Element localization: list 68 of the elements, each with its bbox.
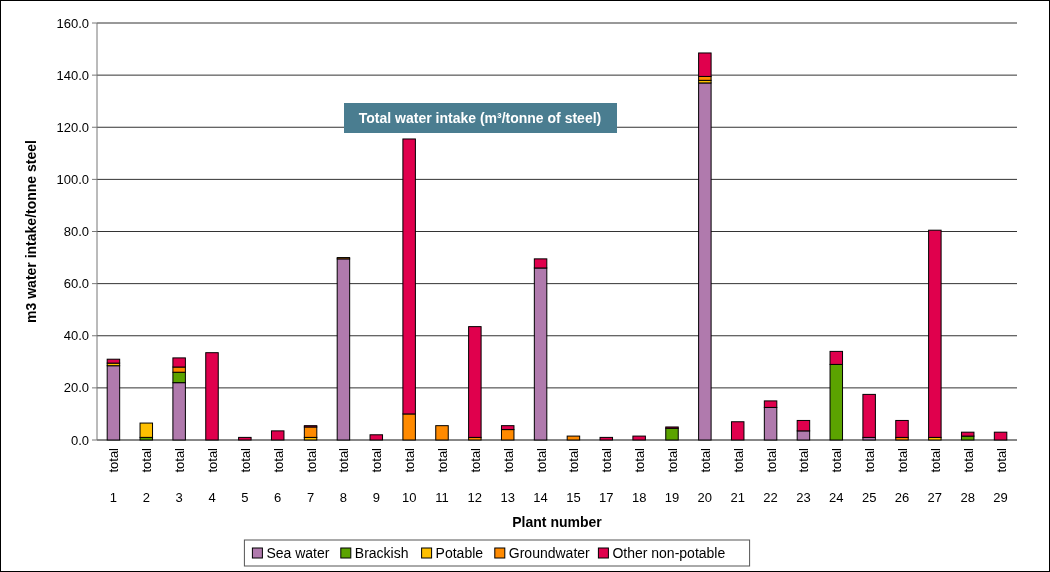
category-label: total 10 <box>401 448 418 505</box>
category-label: total 4 <box>205 448 220 505</box>
bar <box>730 421 745 441</box>
bar <box>205 352 219 441</box>
category-label: total 7 <box>303 448 319 505</box>
bar <box>106 358 121 364</box>
category-label: total 18 <box>631 448 648 505</box>
category-label: total 11 <box>435 448 450 505</box>
category-label: total 27 <box>927 448 943 505</box>
bar <box>960 431 975 437</box>
bar <box>500 429 515 441</box>
category-label: total 28 <box>960 448 976 505</box>
y-tick-label: 60.0 <box>63 276 89 292</box>
category-label: total 29 <box>993 448 1009 505</box>
y-tick-label: 140.0 <box>56 67 89 83</box>
y-tick-label: 80.0 <box>63 224 89 240</box>
category-label: total 25 <box>861 448 878 505</box>
text: Total water intake (m³/tonne of steel) <box>358 110 602 126</box>
y-tick-label: 100.0 <box>56 171 89 187</box>
bar <box>599 436 614 441</box>
category-label: total 6 <box>270 448 286 505</box>
bar <box>665 427 679 441</box>
category-label: total 23 <box>796 448 812 505</box>
category-label: total 20 <box>697 448 713 505</box>
y-axis-title: m3 water intake/tonne steel <box>23 140 39 323</box>
bar <box>895 419 909 438</box>
bar <box>566 435 581 441</box>
category-label: total 8 <box>336 448 352 505</box>
bar <box>139 422 154 438</box>
bar <box>468 326 482 438</box>
category-label: total 3 <box>172 448 188 505</box>
bar <box>698 82 712 441</box>
bar <box>369 434 384 441</box>
y-tick-label: 0.0 <box>70 432 89 448</box>
bar <box>238 436 252 441</box>
legend-label: Brackish <box>354 545 409 561</box>
category-label: total 5 <box>237 448 253 505</box>
category-label: total 17 <box>599 448 615 505</box>
y-tick-label: 120.0 <box>56 119 89 135</box>
x-axis-title: Plant number <box>512 514 603 530</box>
bar <box>106 365 121 441</box>
category-label: total 2 <box>139 448 155 505</box>
category-label: total 26 <box>894 448 910 505</box>
y-tick-label: 20.0 <box>63 380 89 396</box>
category-label: total 21 <box>730 448 746 505</box>
bar <box>435 425 449 441</box>
category-label: total 19 <box>664 448 680 505</box>
category-label: total 13 <box>500 448 516 505</box>
y-tick-label: 40.0 <box>63 328 89 344</box>
category-label: total 24 <box>829 448 845 505</box>
legend-label: Other non-potable <box>612 545 726 561</box>
category-label: total 1 <box>106 448 122 505</box>
legend-label: Groundwater <box>508 545 591 561</box>
bar <box>270 430 285 441</box>
y-tick-label: 160.0 <box>56 15 89 31</box>
legend-label: Sea water <box>266 545 330 561</box>
bar <box>698 52 712 77</box>
category-label: total 14 <box>533 448 549 505</box>
bar <box>928 229 942 438</box>
bar <box>862 393 876 438</box>
bar <box>336 258 351 441</box>
bar <box>993 431 1008 441</box>
legend-label: Potable <box>435 545 484 561</box>
category-label: total 15 <box>566 448 582 505</box>
category-label: total 12 <box>467 448 483 505</box>
category-label: total 9 <box>369 448 385 505</box>
bar <box>632 435 646 441</box>
category-label: total 22 <box>763 448 779 505</box>
